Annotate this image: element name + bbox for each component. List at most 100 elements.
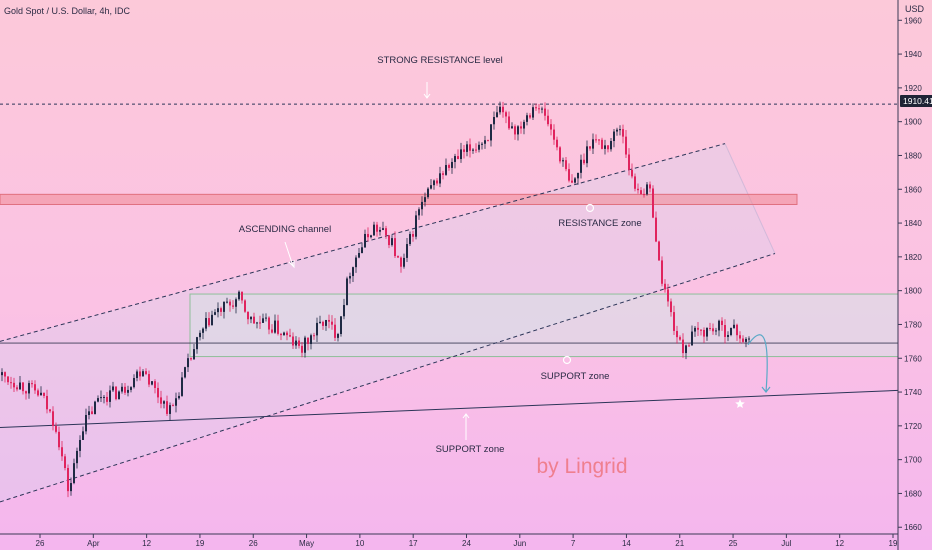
candle-body xyxy=(43,392,45,396)
candle-body xyxy=(640,190,642,195)
candle-body xyxy=(55,425,57,432)
candle-body xyxy=(10,382,12,384)
candle-body xyxy=(94,401,96,415)
trendline-channel-upper xyxy=(0,143,726,342)
candle-body xyxy=(244,300,246,312)
candle-body xyxy=(697,327,699,330)
candle-body xyxy=(544,108,546,116)
candle-body xyxy=(310,335,312,345)
candle-body xyxy=(346,278,348,305)
candle-body xyxy=(610,141,612,150)
candle-body xyxy=(250,316,252,320)
candle-body xyxy=(664,283,666,290)
x-tick-label: Jun xyxy=(513,539,526,548)
candle-body xyxy=(352,267,354,277)
resistance-marker-icon xyxy=(585,203,595,213)
x-tick-label: 10 xyxy=(355,539,364,548)
candle-body xyxy=(676,330,678,338)
candle-body xyxy=(253,316,255,324)
candle-body xyxy=(439,173,441,184)
y-tick-label: 1660 xyxy=(904,523,922,532)
candle-body xyxy=(205,318,207,329)
candle-body xyxy=(457,156,459,160)
candle-body xyxy=(334,324,336,338)
candle-body xyxy=(301,345,303,353)
candle-body xyxy=(211,314,213,326)
trendline-channel-lower xyxy=(0,253,776,503)
candle-body xyxy=(490,124,492,141)
y-tick-label: 1760 xyxy=(904,354,922,363)
candle-body xyxy=(319,321,321,323)
candle-body xyxy=(79,439,81,451)
candle-body xyxy=(403,257,405,267)
candle-body xyxy=(493,117,495,125)
candle-body xyxy=(61,447,63,457)
y-tick-label: 1740 xyxy=(904,388,922,397)
candle-body xyxy=(130,387,132,390)
candle-body xyxy=(115,386,117,400)
candle-body xyxy=(589,146,591,149)
candle-body xyxy=(514,126,516,135)
candle-body xyxy=(742,338,744,342)
candle-body xyxy=(529,115,531,118)
candle-body xyxy=(376,224,378,232)
candle-body xyxy=(193,349,195,360)
candle-body xyxy=(379,229,381,232)
candle-body xyxy=(166,401,168,414)
candle-body xyxy=(283,332,285,336)
candle-body xyxy=(7,376,9,383)
candle-body xyxy=(601,139,603,149)
candle-body xyxy=(715,330,717,332)
candle-body xyxy=(613,131,615,142)
candle-body xyxy=(196,337,198,350)
x-tick-label: Jul xyxy=(781,539,791,548)
x-tick-label: 24 xyxy=(462,539,471,548)
candle-body xyxy=(421,201,423,210)
candle-body xyxy=(619,129,621,131)
candle-body xyxy=(109,390,111,402)
candle-body xyxy=(595,139,597,141)
candle-body xyxy=(583,159,585,164)
candle-body xyxy=(736,324,738,336)
candle-body xyxy=(190,358,192,360)
candle-body xyxy=(427,188,429,198)
candle-body xyxy=(229,301,231,306)
x-tick-label: 26 xyxy=(36,539,45,548)
candle-body xyxy=(649,184,651,189)
candle-body xyxy=(415,215,417,237)
candle-body xyxy=(232,305,234,307)
candle-body xyxy=(103,396,105,398)
y-tick-label: 1920 xyxy=(904,84,922,93)
candle-body xyxy=(508,116,510,129)
candle-body xyxy=(4,372,6,377)
candle-body xyxy=(85,414,87,432)
x-tick-label: 17 xyxy=(409,539,418,548)
candle-body xyxy=(604,145,606,149)
candle-body xyxy=(373,224,375,236)
candle-body xyxy=(355,257,357,268)
resistance-zone-band xyxy=(0,193,798,205)
candle-body xyxy=(646,184,648,195)
candle-body xyxy=(688,345,690,347)
candle-body xyxy=(628,154,630,170)
candle-body xyxy=(541,108,543,110)
candle-body xyxy=(91,411,93,415)
candle-body xyxy=(367,233,369,238)
candle-body xyxy=(154,381,156,388)
candle-body xyxy=(304,337,306,353)
candle-body xyxy=(478,144,480,150)
x-tick-label: 21 xyxy=(675,539,684,548)
candle-body xyxy=(97,398,99,402)
candle-body xyxy=(418,209,420,216)
candle-body xyxy=(262,318,264,323)
candle-body xyxy=(100,397,102,399)
candle-body xyxy=(184,367,186,378)
channel-arrow-icon xyxy=(284,241,294,267)
candle-body xyxy=(391,238,393,246)
candle-body xyxy=(214,312,216,315)
candle-body xyxy=(523,121,525,129)
candle-body xyxy=(526,115,528,122)
candle-body xyxy=(289,335,291,337)
